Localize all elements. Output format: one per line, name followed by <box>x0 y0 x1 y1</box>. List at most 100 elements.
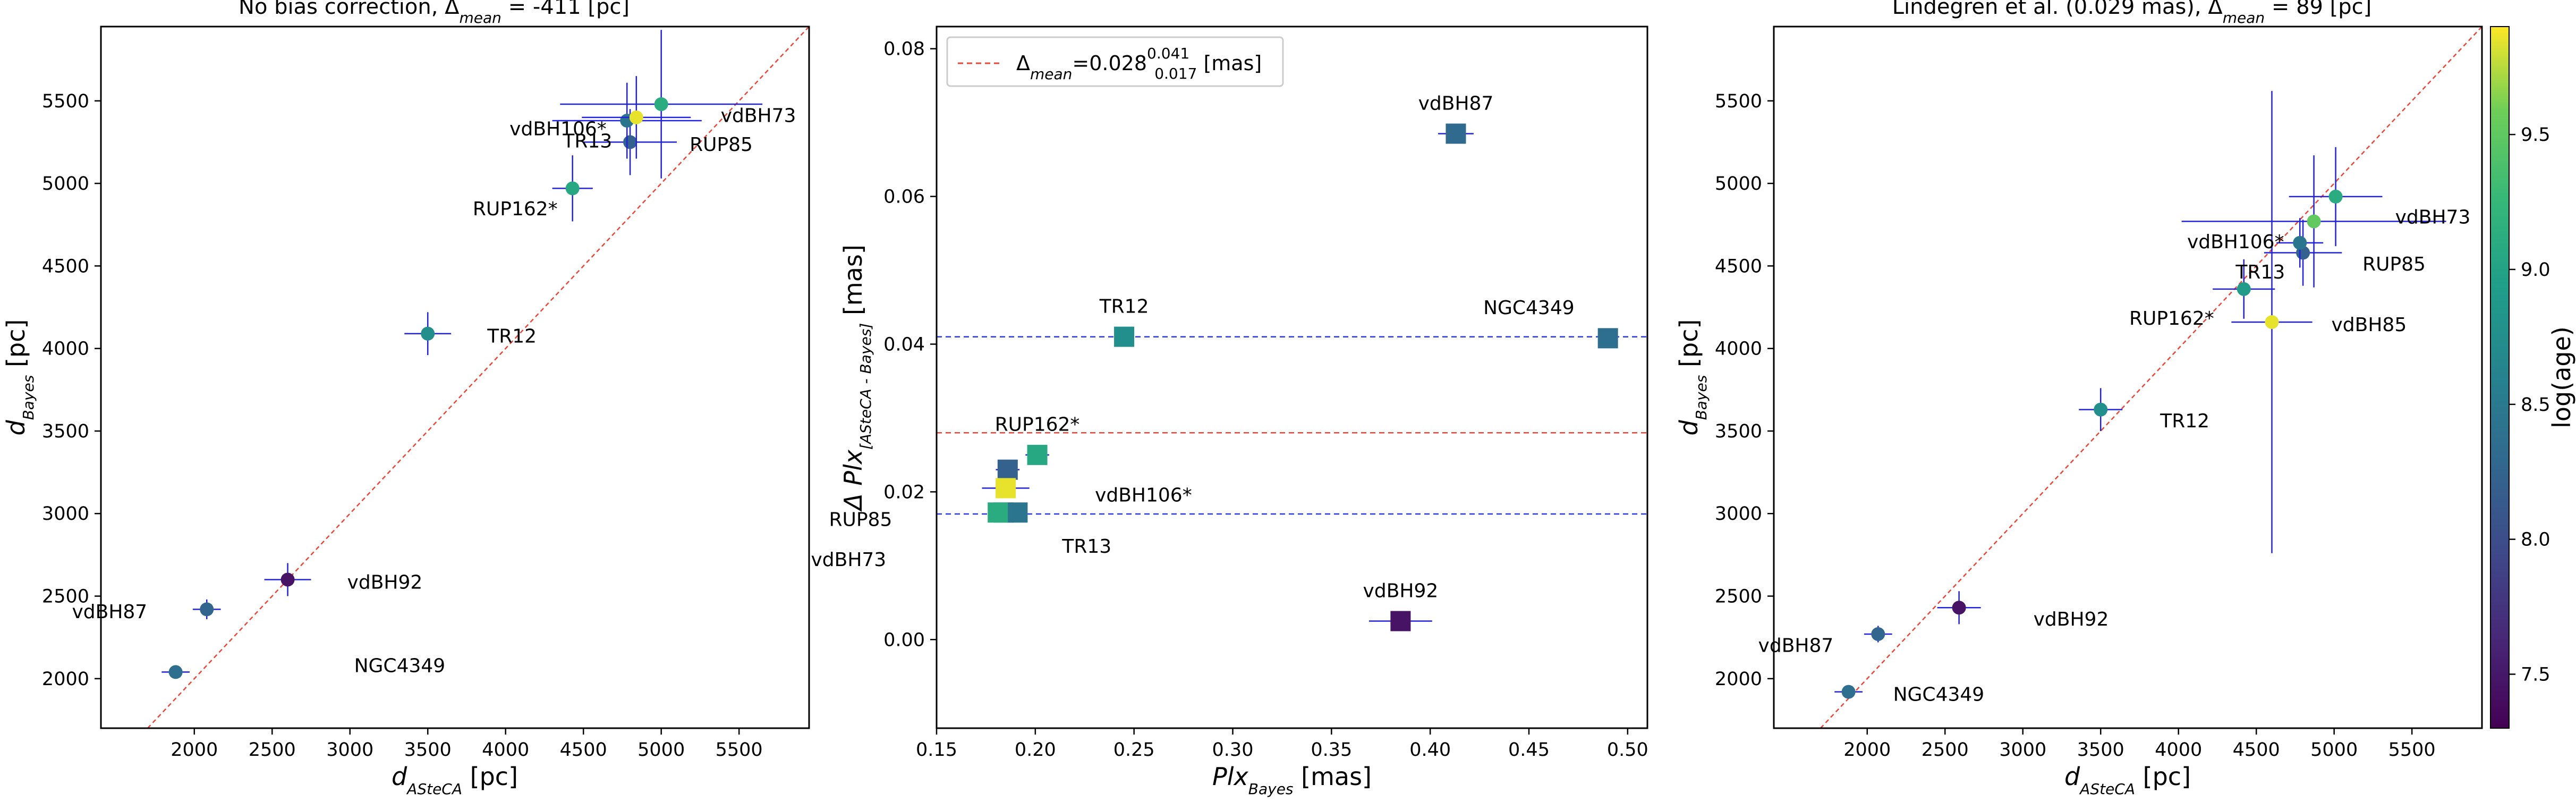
colorbar-tick-label: 9.0 <box>2521 259 2551 281</box>
point-label: vdBH85 <box>2331 314 2407 336</box>
x-tick-label: 0.30 <box>1212 739 1254 761</box>
point-marker <box>200 602 214 617</box>
y-tick-label: 2500 <box>42 586 89 608</box>
x-tick-label: 0.25 <box>1113 739 1155 761</box>
point-marker <box>2293 235 2307 250</box>
x-tick-label: 0.45 <box>1508 739 1550 761</box>
panel-lindegren: Lindegren et al. (0.029 mas), Δmean = 89… <box>1674 0 2483 798</box>
point-label: RUP162* <box>2129 308 2214 330</box>
x-tick-label: 2500 <box>1922 739 1969 761</box>
point-label: NGC4349 <box>1893 684 1985 705</box>
point-label: vdBH106* <box>1095 485 1192 507</box>
data-point: TR13 <box>2235 218 2324 283</box>
y-axis-label: Δ Plx[ASteCA - Bayes] [mas] <box>839 244 874 512</box>
identity-line <box>147 26 810 729</box>
legend: Δmean=0.0280.041 0.017 [mas] <box>946 36 1284 87</box>
y-tick-label: 3000 <box>1715 503 1762 525</box>
panel-title: No bias correction, Δmean = -411 [pc] <box>239 0 630 27</box>
point-label: vdBH87 <box>1418 92 1494 114</box>
data-point: TR13 <box>1007 502 1111 558</box>
data-point: TR12 <box>1099 296 1149 347</box>
y-tick-label: 5000 <box>42 173 89 195</box>
data-point: NGC4349 <box>1483 297 1618 349</box>
y-axis-label: dBayes [pc] <box>2 319 37 436</box>
data-point: RUP162* <box>2129 259 2275 330</box>
y-tick-label: 3500 <box>1715 421 1762 442</box>
data-point: vdBH92 <box>264 563 423 596</box>
data-point: vdBH85 <box>2231 91 2407 553</box>
data-point: vdBH73 <box>2289 147 2471 247</box>
point-label: vdBH92 <box>1363 580 1439 602</box>
colorbar-tick-label: 7.5 <box>2521 664 2551 685</box>
point-label: vdBH87 <box>1758 635 1834 657</box>
plot-frame <box>100 26 810 729</box>
point-label: vdBH92 <box>2034 609 2109 630</box>
colorbar-tick-label: 9.5 <box>2521 124 2551 146</box>
data-point: vdBH87 <box>72 599 221 623</box>
data-point: vdBH106* <box>509 76 691 159</box>
x-tick-label: 5500 <box>716 739 763 761</box>
x-tick-label: 5000 <box>2310 739 2358 761</box>
data-point: vdBH106* <box>982 478 1192 507</box>
point-label: TR13 <box>562 130 612 152</box>
plot-frame <box>1773 26 2483 729</box>
point-label: vdBH106* <box>2187 231 2284 253</box>
y-tick-label: 5000 <box>1715 173 1762 195</box>
point-marker <box>1952 601 1966 615</box>
point-marker <box>280 572 295 587</box>
y-tick-label: 2000 <box>1715 669 1762 690</box>
y-tick-label: 4000 <box>1715 339 1762 360</box>
y-tick-label: 4500 <box>42 256 89 277</box>
x-tick-label: 5500 <box>2388 739 2436 761</box>
colorbar-tick-label: 8.5 <box>2521 394 2551 416</box>
data-point: RUP162* <box>995 414 1079 465</box>
x-tick-label: 0.15 <box>916 739 957 761</box>
data-point <box>996 459 1020 480</box>
point-marker <box>629 110 643 124</box>
point-label: RUP85 <box>829 509 892 530</box>
y-tick-label: 0.00 <box>883 629 925 651</box>
data-point: TR13 <box>552 82 702 159</box>
point-marker <box>565 181 580 196</box>
x-tick-label: 4500 <box>560 739 607 761</box>
point-label: RUP85 <box>690 134 753 156</box>
y-tick-label: 5500 <box>42 91 89 112</box>
point-marker <box>1114 326 1135 347</box>
panel-parallax-diff: 0.15 0.20 0.25 0.30 0.35 0.40 0.45 0.50 0.00 0.02… <box>811 26 1648 798</box>
point-marker <box>654 97 668 111</box>
x-tick-label: 0.50 <box>1607 739 1648 761</box>
x-tick-label: 3000 <box>326 739 373 761</box>
x-tick-label: 4000 <box>482 739 529 761</box>
point-label: TR13 <box>2235 262 2285 283</box>
data-point: vdBH106* <box>2181 155 2446 288</box>
x-tick-label: 0.20 <box>1015 739 1056 761</box>
point-marker <box>2094 402 2108 417</box>
x-tick-label: 0.35 <box>1311 739 1352 761</box>
point-label: vdBH73 <box>811 549 886 571</box>
point-label: RUP162* <box>473 198 558 220</box>
point-marker <box>988 502 1008 523</box>
point-label: TR12 <box>487 325 537 347</box>
point-label: TR12 <box>1099 296 1149 317</box>
point-marker <box>1390 611 1411 631</box>
data-point: TR12 <box>404 312 537 356</box>
point-marker <box>1597 328 1618 349</box>
point-label: vdBH92 <box>347 571 423 593</box>
point-marker <box>1871 627 1885 641</box>
point-label: vdBH73 <box>2395 206 2471 228</box>
x-axis-label: dASteCA [pc] <box>392 762 518 798</box>
point-marker <box>2265 315 2279 329</box>
x-tick-label: 3500 <box>404 739 452 761</box>
colorbar-gradient <box>2490 26 2510 729</box>
point-marker <box>2237 282 2251 296</box>
plot-frame <box>936 26 1648 729</box>
y-tick-label: 0.08 <box>883 39 925 60</box>
data-point: vdBH73 <box>560 30 796 179</box>
data-point: RUP85 <box>2264 220 2426 286</box>
y-tick-label: 5500 <box>1715 91 1762 112</box>
colorbar-tick-label: 8.0 <box>2521 529 2551 551</box>
y-tick-label: 0.02 <box>883 482 925 503</box>
y-tick-label: 4000 <box>42 339 89 360</box>
panel-no-bias: No bias correction, Δmean = -411 [pc] 20… <box>2 0 810 798</box>
